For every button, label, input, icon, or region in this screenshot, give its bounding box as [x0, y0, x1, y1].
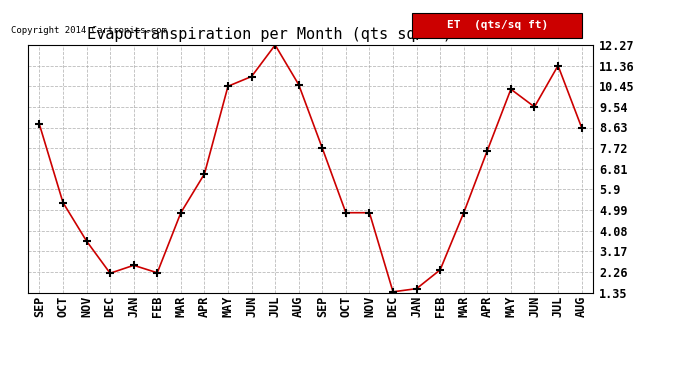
- Text: Copyright 2014 Cartronics.com: Copyright 2014 Cartronics.com: [10, 26, 166, 35]
- Text: ET  (qts/sq ft): ET (qts/sq ft): [446, 20, 548, 30]
- FancyBboxPatch shape: [413, 13, 582, 38]
- Title: Evapotranspiration per Month (qts sq/ft) 20140929: Evapotranspiration per Month (qts sq/ft)…: [87, 27, 534, 42]
